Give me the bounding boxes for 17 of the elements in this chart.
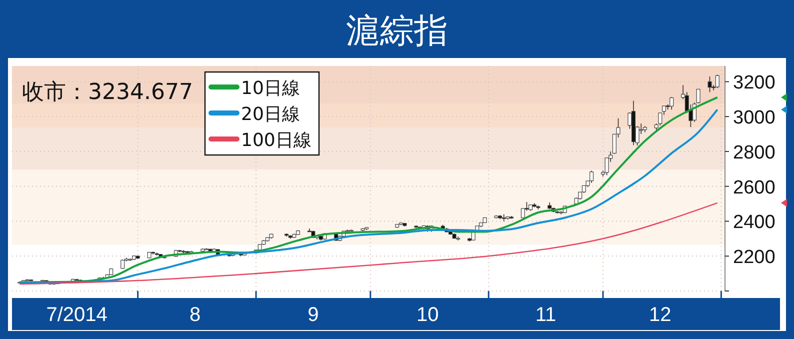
legend-label: 20日線 (241, 104, 300, 125)
x-tick-label: 7/2014 (46, 304, 108, 326)
annotation: 收市：3234.677 (22, 80, 193, 105)
x-tick-label: 8 (189, 304, 201, 326)
x-tick-label: 11 (535, 304, 556, 326)
chart-title: 滬綜指 (346, 11, 448, 51)
legend-label: 10日線 (241, 78, 300, 99)
y-tick-label: 3000 (733, 108, 776, 129)
y-tick-label: 3200 (733, 72, 776, 94)
x-tick-label: 12 (649, 304, 672, 326)
x-tick-label: 10 (416, 304, 439, 326)
y-tick-label: 2800 (733, 142, 776, 164)
x-tick-label: 9 (308, 304, 319, 326)
legend-label: 100日線 (241, 130, 312, 151)
y-tick-label: 2400 (733, 212, 776, 234)
y-tick-label: 2600 (733, 177, 776, 198)
y-tick-label: 2200 (733, 247, 776, 268)
